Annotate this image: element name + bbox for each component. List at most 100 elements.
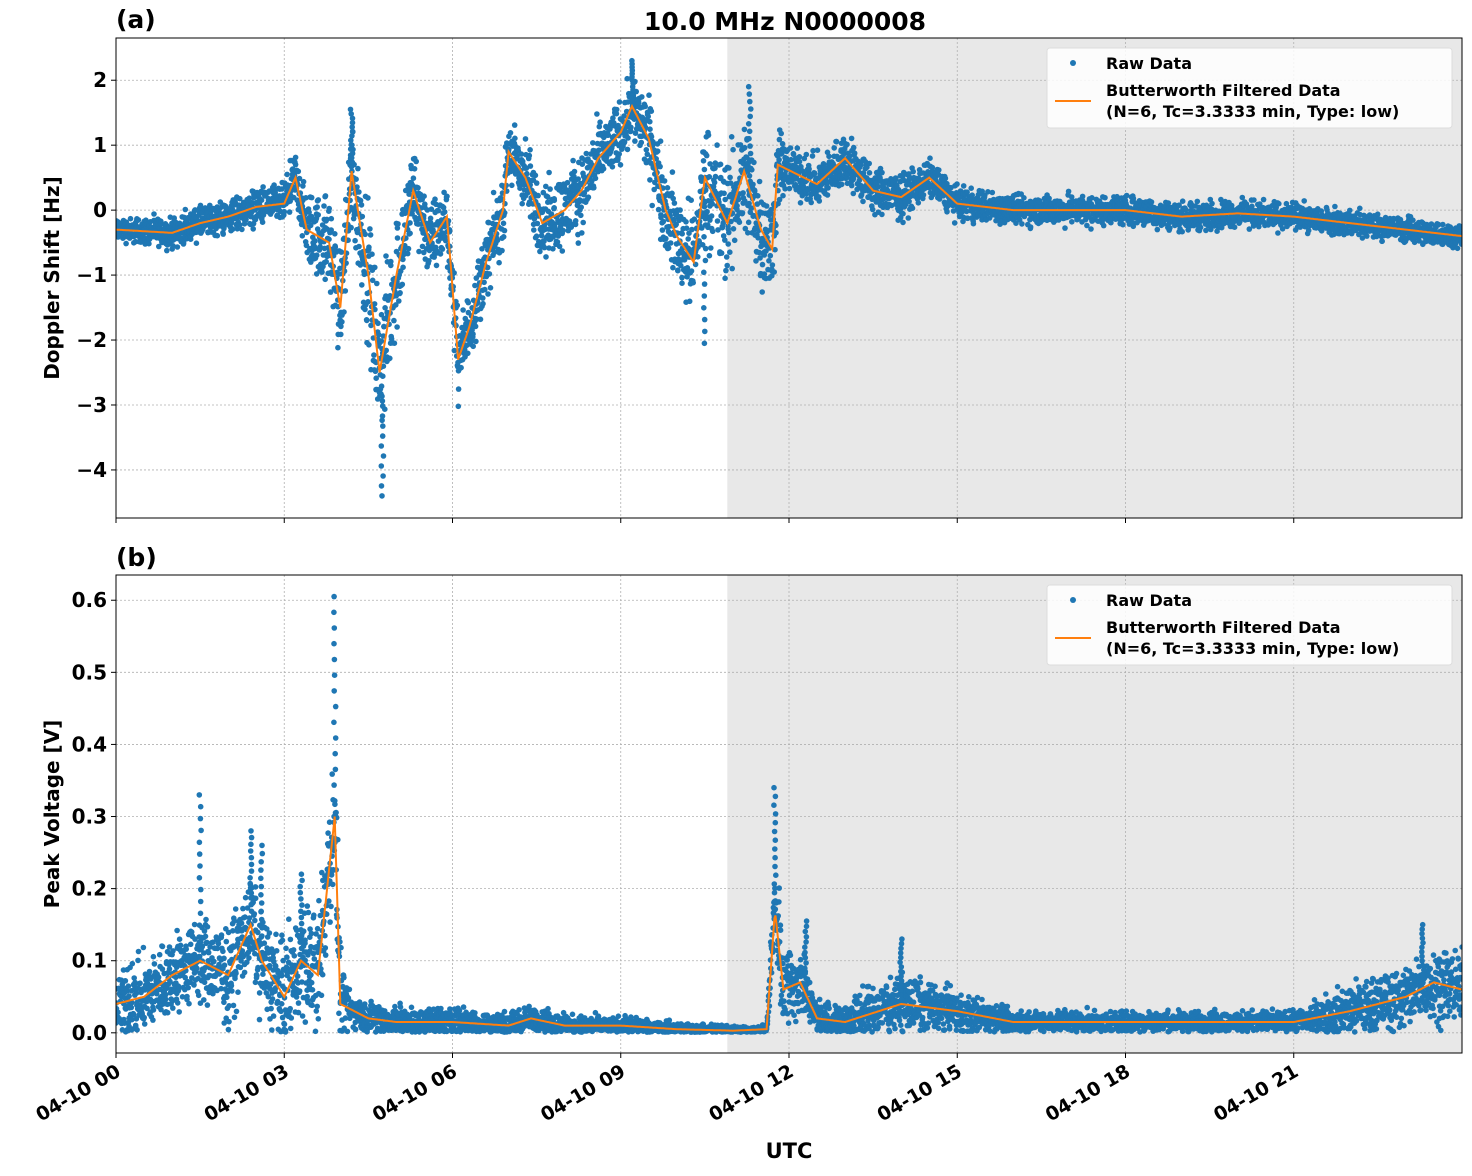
raw-point — [780, 141, 786, 147]
raw-point — [586, 194, 592, 200]
raw-point — [656, 207, 662, 213]
raw-point — [721, 191, 727, 197]
raw-point — [323, 193, 329, 199]
raw-point — [900, 211, 906, 217]
raw-point — [797, 159, 803, 165]
raw-point — [348, 225, 354, 231]
raw-point — [383, 253, 389, 259]
raw-point — [579, 230, 585, 236]
raw-point — [394, 324, 400, 330]
raw-point — [719, 250, 725, 256]
raw-point — [660, 227, 666, 233]
raw-point — [1276, 201, 1282, 207]
raw-point — [374, 281, 380, 287]
raw-point — [473, 324, 479, 330]
raw-point — [487, 271, 493, 277]
raw-point — [712, 180, 718, 186]
raw-point — [576, 240, 582, 246]
raw-point — [395, 221, 401, 227]
raw-point — [746, 220, 752, 226]
raw-point — [968, 185, 974, 191]
raw-point — [808, 200, 814, 206]
raw-point — [151, 211, 157, 217]
raw-point — [825, 192, 831, 198]
raw-point — [314, 252, 320, 258]
raw-point — [851, 191, 857, 197]
raw-point — [647, 119, 653, 125]
raw-point — [961, 183, 967, 189]
raw-point — [405, 251, 411, 257]
raw-point — [670, 169, 676, 175]
raw-point — [1028, 224, 1034, 230]
raw-point — [727, 249, 733, 255]
raw-point — [725, 241, 731, 247]
raw-point — [614, 111, 620, 117]
raw-point — [1275, 230, 1281, 236]
raw-point — [1209, 201, 1215, 207]
raw-point — [1306, 228, 1312, 234]
raw-point — [465, 351, 471, 357]
raw-point — [396, 298, 402, 304]
raw-point — [296, 169, 302, 175]
raw-point — [1101, 223, 1107, 229]
raw-point — [771, 269, 777, 275]
raw-point — [625, 147, 631, 153]
raw-point — [944, 209, 950, 215]
raw-point — [770, 262, 776, 268]
raw-point — [812, 170, 818, 176]
raw-point — [730, 147, 736, 153]
raw-point — [1301, 198, 1307, 204]
raw-point — [831, 145, 837, 151]
raw-point — [695, 254, 701, 260]
raw-point — [647, 126, 653, 132]
raw-point — [381, 324, 387, 330]
raw-point — [617, 99, 623, 105]
raw-point — [552, 198, 558, 204]
raw-point — [610, 164, 616, 170]
raw-point — [366, 342, 372, 348]
raw-point — [388, 263, 394, 269]
raw-point — [356, 244, 362, 250]
raw-point — [1375, 211, 1381, 217]
raw-point — [757, 179, 763, 185]
raw-point — [734, 203, 740, 209]
raw-point — [927, 155, 933, 161]
raw-point — [1167, 225, 1173, 231]
raw-point — [844, 142, 850, 148]
raw-point — [535, 221, 541, 227]
raw-point — [742, 127, 748, 133]
raw-point — [1066, 189, 1072, 195]
raw-point — [123, 241, 129, 247]
raw-point — [662, 178, 668, 184]
raw-point — [851, 145, 857, 151]
raw-point — [508, 130, 514, 136]
raw-point — [319, 269, 325, 275]
raw-point — [1364, 233, 1370, 239]
raw-point — [387, 356, 393, 362]
raw-point — [632, 138, 638, 144]
raw-point — [380, 398, 386, 404]
raw-point — [760, 262, 766, 268]
raw-point — [858, 162, 864, 168]
raw-point — [729, 266, 735, 272]
raw-point — [910, 169, 916, 175]
raw-point — [323, 259, 329, 265]
raw-point — [300, 233, 306, 239]
raw-point — [726, 230, 732, 236]
raw-point — [670, 265, 676, 271]
raw-point — [663, 236, 669, 242]
raw-point — [687, 299, 693, 305]
raw-point — [646, 92, 652, 98]
raw-point — [661, 219, 667, 225]
raw-point — [672, 200, 678, 206]
raw-point — [326, 206, 332, 212]
raw-point — [339, 249, 345, 255]
raw-point — [460, 307, 466, 313]
raw-point — [952, 220, 958, 226]
raw-point — [729, 134, 735, 140]
raw-point — [491, 190, 497, 196]
raw-point — [1120, 222, 1126, 228]
raw-point — [442, 209, 448, 215]
raw-point — [412, 166, 418, 172]
